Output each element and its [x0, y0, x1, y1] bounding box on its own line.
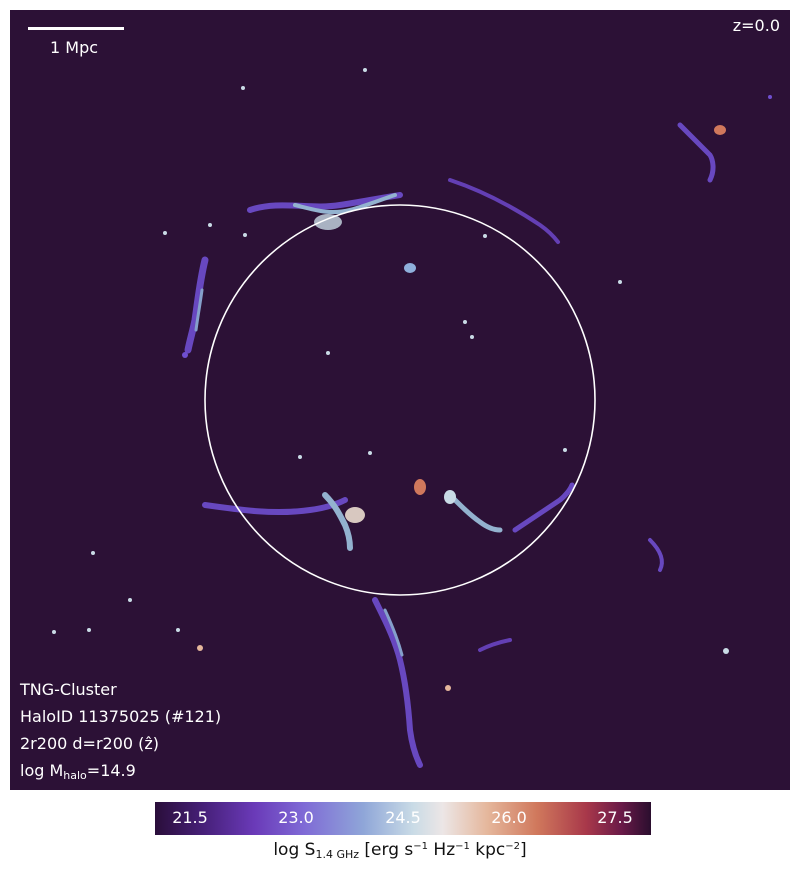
- halo-info: TNG-Cluster HaloID 11375025 (#121) 2r200…: [20, 676, 221, 786]
- diffuse-filaments: [184, 122, 716, 768]
- scale-bar: [28, 27, 124, 30]
- redshift-label: z=0.0: [732, 16, 780, 35]
- colorbar: 21.5 23.0 24.5 26.0 27.5: [155, 802, 651, 835]
- halo-mass-subscript: halo: [63, 769, 87, 782]
- filament-south-core: [322, 492, 353, 551]
- filament-south-tail-core: [383, 608, 404, 657]
- simulation-name: TNG-Cluster: [20, 680, 117, 699]
- colorbar-label-unit: Hz: [428, 840, 456, 860]
- colorbar-label-unit: kpc: [469, 840, 506, 860]
- colorbar-label-units: [erg s: [364, 840, 414, 860]
- colorbar-label-close: ]: [520, 840, 527, 860]
- filament-south-east: [512, 482, 575, 533]
- halo-mass-value: =14.9: [86, 761, 136, 780]
- colorbar-tick: 21.5: [172, 808, 208, 827]
- radio-emission-map: 1 Mpc z=0.0 TNG-Cluster HaloID 11375025 …: [10, 10, 790, 790]
- filament-south-tail: [372, 597, 423, 768]
- colorbar-tick: 26.0: [491, 808, 527, 827]
- colorbar-label-exponent: −2: [505, 841, 521, 852]
- filament-south-west: [202, 497, 348, 516]
- emission-structures: [52, 68, 772, 768]
- colorbar-label: log S1.4 GHz [erg s−1 Hz−1 kpc−2]: [0, 840, 800, 861]
- halo-id: HaloID 11375025 (#121): [20, 707, 222, 726]
- colorbar-label-prefix: log S: [273, 840, 316, 860]
- colorbar-label-exponent: −1: [455, 841, 470, 852]
- scale-bar-label: 1 Mpc: [50, 38, 99, 57]
- filament-east-lower: [648, 538, 664, 572]
- colorbar-label-subscript: 1.4 GHz: [315, 848, 360, 861]
- colorbar-label-exponent: −1: [413, 841, 429, 852]
- projection-info: 2r200 d=r200 (ẑ): [20, 734, 160, 753]
- filament-west-core: [194, 288, 204, 332]
- filament-east-upper: [677, 122, 716, 183]
- colorbar-tick: 23.0: [278, 808, 314, 827]
- filament-south-mid: [447, 492, 503, 533]
- compact-sources: [52, 68, 772, 691]
- colorbar-tick: 27.5: [597, 808, 633, 827]
- filament-northeast: [448, 178, 560, 244]
- r200-circle: [204, 204, 596, 596]
- filament-west: [184, 256, 209, 354]
- halo-mass-prefix: log M: [20, 761, 64, 780]
- filament-inner-south: [478, 638, 512, 652]
- filament-north-bright: [293, 193, 397, 215]
- halo-mass: log Mhalo=14.9: [20, 757, 221, 786]
- colorbar-tick: 24.5: [385, 808, 421, 827]
